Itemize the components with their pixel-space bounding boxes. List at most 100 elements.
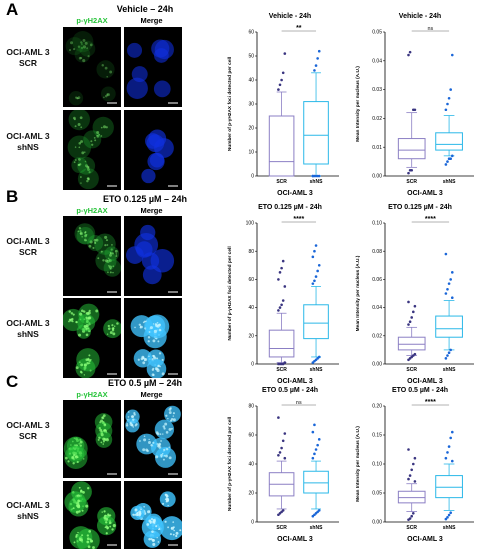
outlier-point [413, 352, 417, 356]
row-label: OCI-AML 3 SCR [6, 420, 50, 441]
y-tick-label: 0 [251, 520, 254, 526]
outlier-point [280, 266, 283, 270]
nucleus [131, 66, 148, 83]
outlier-point [314, 64, 318, 67]
outlier-point [446, 451, 449, 454]
focus-dot [70, 312, 74, 315]
focus-dot [73, 541, 76, 544]
focus-dot [78, 510, 81, 513]
focus-dot [148, 519, 152, 523]
focus-dot [168, 411, 172, 415]
focus-dot [96, 135, 100, 138]
focus-dot [138, 323, 141, 326]
focus-dot [84, 164, 88, 168]
focus-dot [143, 357, 148, 362]
focus-dot [163, 454, 166, 457]
focus-dot [81, 509, 84, 512]
focus-dot [156, 368, 160, 373]
nucleus [67, 135, 92, 160]
focus-dot [90, 359, 92, 361]
y-tick-label: 80 [248, 404, 254, 410]
focus-dot [158, 328, 162, 332]
focus-dot [104, 235, 108, 239]
x-tick-label: SCR [276, 525, 287, 531]
focus-dot [165, 500, 168, 503]
outlier-point [278, 451, 282, 454]
y-tick-label: 0.05 [372, 491, 382, 497]
focus-dot [147, 340, 150, 343]
focus-dot [106, 75, 109, 78]
row-label: OCI-AML 3 SCR [6, 236, 50, 257]
outlier-point [278, 306, 282, 309]
focus-dot [114, 249, 118, 253]
focus-dot [76, 456, 79, 459]
outlier-point [450, 53, 454, 57]
focus-dot [107, 513, 110, 516]
y-tick-label: 10 [248, 150, 254, 156]
outlier-point [446, 287, 449, 291]
nucleus [74, 46, 91, 63]
condition-title: Vehicle – 24h [116, 4, 174, 14]
micrograph-green [63, 110, 121, 190]
focus-dot [104, 259, 109, 263]
box [268, 115, 295, 177]
outlier-point [311, 174, 315, 178]
focus-dot [106, 333, 109, 335]
focus-dot [133, 412, 136, 415]
focus-dot [78, 142, 82, 145]
focus-dot [105, 239, 109, 242]
outlier-point [444, 292, 448, 295]
focus-dot [109, 252, 112, 254]
focus-dot [162, 453, 164, 455]
y-tick-label: 0.04 [372, 58, 382, 64]
box-plot-foci: Number of p-γH2AX foci detected per cell… [225, 22, 343, 188]
focus-dot [162, 433, 164, 435]
focus-dot [104, 94, 108, 98]
focus-dot [104, 429, 106, 432]
outlier-point [444, 357, 448, 360]
focus-dot [150, 538, 153, 541]
focus-dot [102, 437, 106, 441]
focus-dot [132, 426, 135, 428]
outlier-point [316, 443, 319, 447]
box [435, 315, 463, 338]
focus-dot [76, 97, 79, 100]
focus-dot [169, 533, 172, 536]
focus-dot [83, 363, 87, 367]
focus-dot [148, 355, 150, 358]
y-tick-label: 0.20 [372, 404, 382, 410]
outlier-point [311, 430, 315, 434]
focus-dot [103, 510, 106, 513]
focus-dot [80, 182, 82, 184]
focus-dot [142, 361, 146, 365]
focus-dot [103, 423, 107, 427]
chart-title: Vehicle - 24h [398, 13, 442, 20]
outlier-point [313, 279, 316, 283]
focus-dot [85, 316, 88, 319]
focus-dot [85, 333, 89, 337]
focus-dot [91, 143, 94, 146]
nucleus [126, 77, 148, 99]
focus-dot [107, 257, 110, 260]
focus-dot [88, 244, 92, 248]
focus-dot [77, 157, 81, 161]
outlier-point [410, 514, 413, 518]
focus-dot [86, 361, 89, 365]
focus-dot [115, 253, 118, 255]
focus-dot [152, 522, 154, 524]
y-axis-label: Mean Intensity per nucleus (A.U.) [355, 426, 361, 502]
micrograph-green [63, 400, 121, 478]
focus-dot [77, 123, 81, 127]
focus-dot [157, 364, 160, 367]
focus-dot [75, 96, 78, 99]
focus-dot [83, 374, 86, 376]
outlier-point [281, 439, 285, 443]
outlier-point [446, 354, 449, 357]
focus-dot [93, 136, 96, 139]
focus-dot [172, 521, 175, 523]
focus-dot [77, 163, 80, 166]
focus-dot [78, 146, 81, 149]
focus-dot [107, 271, 109, 274]
box [303, 304, 329, 340]
outlier-point [283, 52, 287, 55]
